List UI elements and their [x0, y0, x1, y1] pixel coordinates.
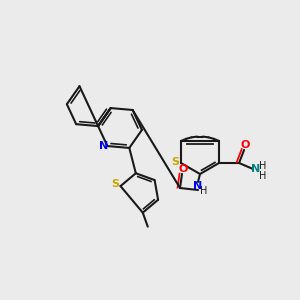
Text: H: H [200, 186, 208, 196]
Text: N: N [99, 141, 108, 151]
Text: H: H [260, 161, 267, 171]
Text: O: O [178, 164, 188, 174]
Text: S: S [112, 179, 119, 189]
Text: S: S [171, 157, 179, 167]
Text: N: N [251, 164, 261, 174]
Text: N: N [194, 181, 202, 191]
Text: O: O [240, 140, 250, 150]
Text: H: H [260, 171, 267, 181]
